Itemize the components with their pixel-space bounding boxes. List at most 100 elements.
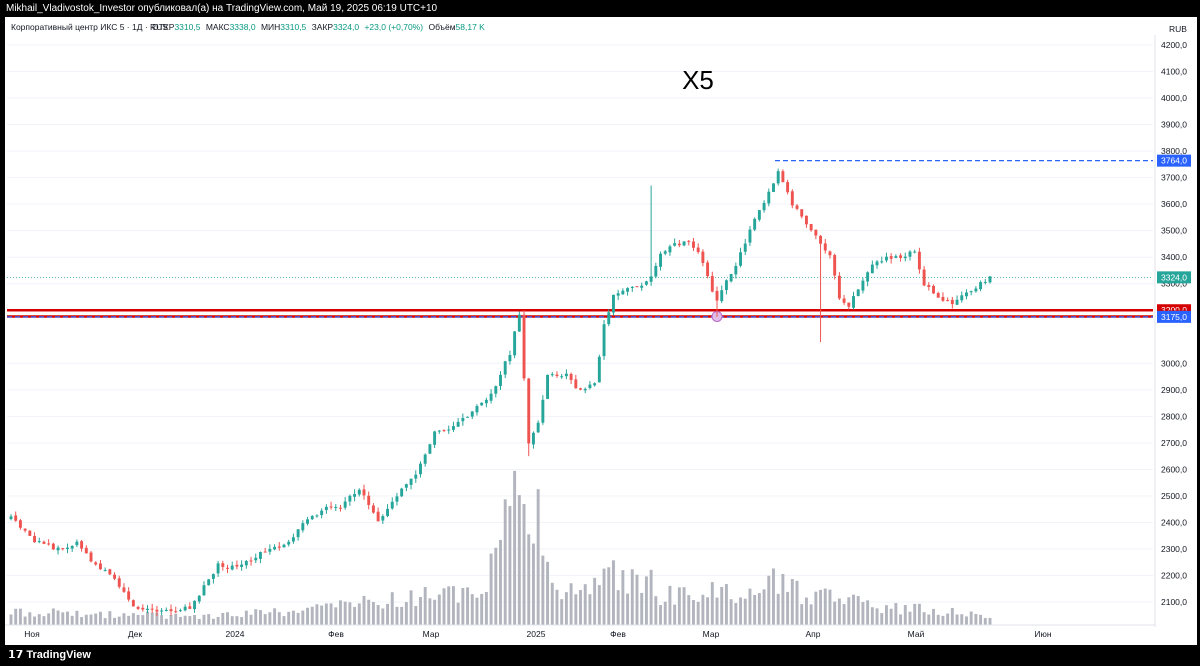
price-tag-label: 3175,0: [1161, 312, 1187, 322]
volume-bar: [800, 604, 804, 625]
volume-bar: [724, 584, 728, 625]
volume-bar: [960, 614, 964, 625]
candle-body: [348, 495, 352, 502]
candle-body: [654, 265, 658, 277]
candle-body: [974, 288, 978, 292]
legend-ohlc: ОТКР3310,5 МАКС3338,0 МИН3310,5 ЗАКР3324…: [152, 22, 485, 32]
volume-bar: [899, 614, 903, 625]
volume-bar: [710, 582, 714, 625]
volume-bar: [781, 574, 785, 625]
candle-body: [819, 235, 823, 244]
volume-bar: [390, 592, 394, 625]
candle-body: [527, 378, 531, 444]
volume-bar: [696, 601, 700, 625]
y-tick-label: 2100,0: [1161, 597, 1187, 607]
candle-body: [475, 406, 479, 413]
volume-bar: [381, 608, 385, 625]
volume-bar: [409, 590, 413, 625]
volume-bar: [583, 584, 587, 625]
chart-frame[interactable]: 4200,0 4100,0 4000,0 3900,0 3800,0 3700,0 3600…: [5, 17, 1197, 645]
y-tick-label: 2400,0: [1161, 517, 1187, 527]
candle-body: [569, 373, 573, 381]
volume-bar: [513, 470, 517, 625]
candle-body: [621, 290, 625, 295]
candle-body: [174, 611, 178, 613]
volume-bar: [852, 594, 855, 625]
volume-bar: [499, 539, 502, 625]
candle-body: [395, 496, 399, 502]
volume-bar: [913, 603, 917, 625]
candle-body: [221, 563, 225, 567]
candle-body: [211, 573, 215, 579]
candle-body: [23, 528, 27, 531]
candle-body: [230, 565, 234, 570]
volume-bar: [395, 606, 399, 625]
candle-body: [160, 610, 164, 612]
volume-bar: [301, 610, 305, 625]
volume-bar: [263, 614, 267, 625]
price-tag-bg: [1157, 310, 1191, 323]
candle-body: [927, 285, 931, 287]
last-price-tag-bg: [1157, 271, 1191, 284]
candle-body: [870, 264, 874, 274]
last-price-tag-label: 3324,0: [1161, 272, 1187, 282]
y-tick-label: 3500,0: [1161, 226, 1187, 236]
volume-bar: [503, 499, 507, 625]
candle-body: [353, 493, 357, 497]
volume-bar: [23, 616, 27, 625]
volume-bar: [790, 579, 794, 625]
candle-body: [630, 286, 634, 288]
candle-body: [334, 507, 338, 509]
volume-bar: [442, 588, 446, 625]
candle-body: [301, 523, 305, 531]
volume-bar: [103, 618, 107, 625]
candle-body: [414, 474, 418, 479]
y-tick-label: 3400,0: [1161, 252, 1187, 262]
volume-bar: [169, 614, 173, 625]
candle-body: [37, 541, 41, 543]
candle-body: [828, 251, 832, 256]
candle-body: [555, 374, 559, 376]
volume-bar: [28, 612, 32, 625]
volume-bar: [480, 593, 484, 625]
candle-body: [451, 426, 455, 430]
candle-body: [339, 507, 342, 509]
price-chart[interactable]: 4200,0 4100,0 4000,0 3900,0 3800,0 3700,0 3600…: [5, 17, 1197, 645]
volume-bar: [588, 594, 592, 625]
volume-bar: [644, 576, 648, 625]
candle-body: [616, 293, 620, 296]
volume-bar: [451, 586, 455, 625]
volume-bar: [861, 602, 865, 625]
candle-body: [70, 545, 74, 549]
volume-bar: [748, 588, 752, 625]
candle-body: [701, 251, 705, 263]
candle-body: [903, 256, 907, 259]
volume-bar: [56, 610, 60, 625]
candle-body: [447, 429, 451, 431]
candle-body: [932, 285, 935, 294]
y-tick-label: 2800,0: [1161, 411, 1187, 421]
candle-body: [724, 280, 728, 291]
volume-bar: [673, 604, 677, 625]
volume-bar: [687, 595, 691, 625]
candle-body: [715, 290, 719, 301]
candle-body: [856, 289, 860, 296]
volume-bar: [155, 612, 159, 625]
candle-body: [80, 541, 84, 549]
candle-body: [9, 516, 13, 520]
volume-bar: [884, 605, 888, 625]
candle-body: [188, 606, 192, 609]
y-tick-label: 2900,0: [1161, 385, 1187, 395]
candle-body: [696, 247, 700, 252]
volume-bar: [922, 612, 926, 625]
candle-body: [852, 296, 855, 308]
y-tick-label: 2700,0: [1161, 438, 1187, 448]
volume-bar: [654, 596, 658, 625]
volume-bar: [315, 604, 319, 625]
y-tick-label: 4000,0: [1161, 93, 1187, 103]
candle-body: [894, 256, 898, 258]
volume-bar: [47, 613, 51, 625]
candle-body: [536, 422, 540, 433]
candle-body: [47, 543, 51, 545]
volume-bar: [291, 610, 295, 625]
